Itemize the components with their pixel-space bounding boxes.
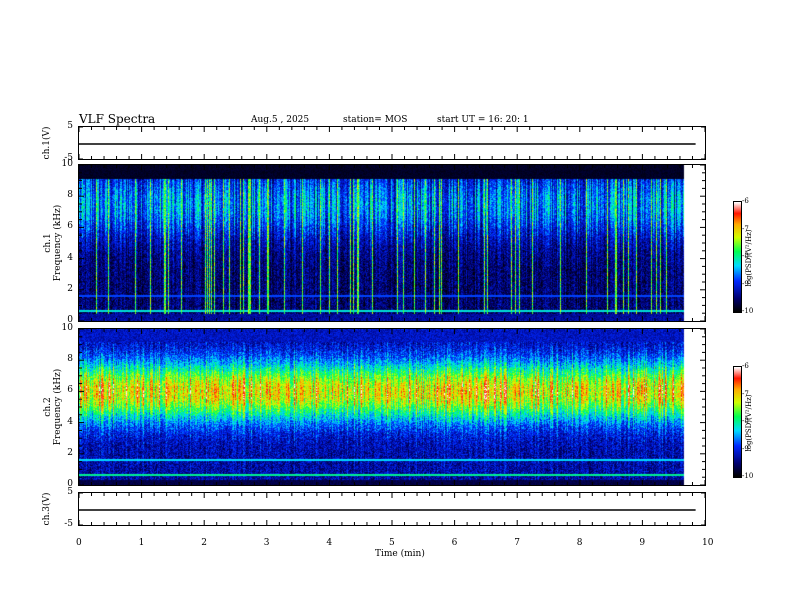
y-tick-label: 8 — [67, 354, 73, 365]
y-tick-label: 6 — [67, 221, 73, 232]
y-tick-label: -5 — [64, 153, 73, 163]
y-tick-label: -5 — [64, 519, 73, 529]
y-tick-label: 0 — [67, 315, 73, 325]
y-tick-label: 8 — [67, 190, 73, 201]
colorbar-tick-label: -8 — [742, 417, 749, 425]
x-tick-label: 2 — [201, 538, 207, 548]
y-tick-label: 0 — [67, 479, 73, 489]
x-tick-label: 4 — [326, 538, 333, 548]
y-tick-label: 10 — [61, 323, 73, 333]
colorbar-tick-label: -7 — [742, 224, 749, 233]
ch2-spectrogram-panel — [78, 328, 706, 486]
x-tick-label: 9 — [639, 538, 646, 548]
colorbar-tick-label: -10 — [742, 307, 754, 315]
colorbar-tick-label: -7 — [742, 389, 749, 398]
x-tick-label: 3 — [263, 538, 270, 548]
y-tick-label: 6 — [67, 385, 73, 396]
date-label: Aug.5 , 2025 — [251, 115, 310, 125]
ch2-spectrogram — [79, 329, 693, 485]
x-tick-label: 7 — [514, 538, 520, 548]
y-tick-label: 2 — [67, 283, 73, 294]
y-tick-label: 4 — [67, 416, 73, 427]
station-label: station= MOS — [343, 115, 408, 125]
start-time-label: start UT = 16: 20: 1 — [437, 115, 529, 125]
y-tick-label: 5 — [67, 487, 73, 497]
ch1-voltage-ylabel: ch.1(V) — [42, 126, 52, 160]
ch2-colorbar-gradient — [733, 366, 742, 478]
colorbar-tick-label: -6 — [742, 197, 749, 205]
x-tick-label: 6 — [451, 538, 458, 548]
ch1-voltage-panel — [78, 126, 706, 160]
colorbar-tick-label: -10 — [742, 472, 754, 480]
ch3-voltage-ylabel: ch.3(V) — [42, 492, 52, 526]
ch1-spectrogram — [79, 165, 693, 321]
y-tick-label: 10 — [61, 159, 73, 169]
ch1-colorbar-gradient — [733, 201, 742, 313]
ch1-colorbar — [733, 201, 742, 313]
x-tick-label: 0 — [76, 538, 82, 548]
ch2-freq-ylabel: ch.2 Frequency (kHz) — [43, 368, 63, 446]
x-tick-label: 1 — [138, 538, 145, 548]
y-tick-label: 2 — [67, 447, 73, 458]
ch1-spectrogram-panel — [78, 164, 706, 322]
ch3-voltage-panel — [78, 492, 706, 526]
colorbar-tick-label: -6 — [742, 362, 749, 370]
y-tick-label: 4 — [67, 252, 73, 263]
x-axis-label: Time (min) — [375, 549, 425, 559]
x-tick-label: 5 — [389, 538, 395, 548]
x-tick-label: 10 — [702, 538, 714, 548]
chart-title: VLF Spectra — [79, 112, 156, 126]
colorbar-tick-label: -9 — [742, 444, 749, 453]
ch2-colorbar — [733, 366, 742, 478]
ch1-freq-ylabel: ch.1 Frequency (kHz) — [43, 204, 63, 282]
x-tick-label: 8 — [576, 538, 583, 548]
colorbar-tick-label: -8 — [742, 252, 749, 260]
colorbar-tick-label: -9 — [742, 279, 749, 288]
y-tick-label: 5 — [67, 121, 73, 131]
